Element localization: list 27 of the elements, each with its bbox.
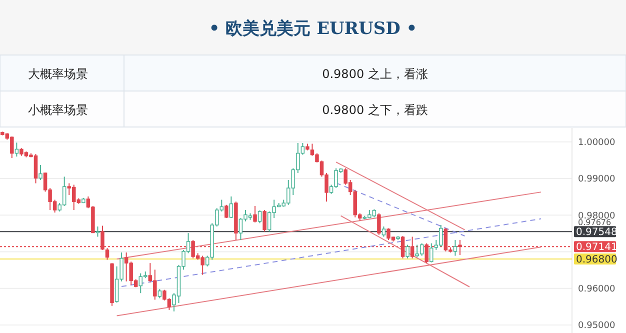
ref-line-label: 0.97141 xyxy=(576,242,618,254)
candlestick xyxy=(406,244,410,259)
candlestick xyxy=(430,242,434,263)
candlestick xyxy=(14,142,19,158)
candlestick xyxy=(158,288,162,299)
candlestick xyxy=(453,240,458,256)
y-tick-label: 0.96000 xyxy=(578,284,616,295)
chart-title: • 欧美兑美元 EURUSD • xyxy=(208,19,418,39)
text: 0.9800 之下，看跌 xyxy=(322,103,428,117)
text: 大概率场景 xyxy=(28,67,88,81)
candlestick xyxy=(262,210,266,232)
y-tick-label: 1.00000 xyxy=(578,138,616,148)
candlestick xyxy=(38,164,42,180)
text: 0.9800 之上，看涨 xyxy=(322,67,428,81)
candlestick xyxy=(229,196,234,219)
text: 小概率场景 xyxy=(28,103,88,117)
candlestick xyxy=(96,226,100,238)
candlestick xyxy=(105,248,110,260)
ref-line-label: 0.97548 xyxy=(576,227,618,238)
candlestick xyxy=(258,210,262,224)
y-tick-label: 0.99000 xyxy=(578,174,616,185)
candlestick xyxy=(382,226,386,238)
y-tick-label: 0.95000 xyxy=(578,321,616,332)
candlestick xyxy=(253,205,257,223)
text: 0.97676 xyxy=(578,218,612,227)
candlestick xyxy=(377,212,381,236)
candlestick xyxy=(224,204,228,219)
